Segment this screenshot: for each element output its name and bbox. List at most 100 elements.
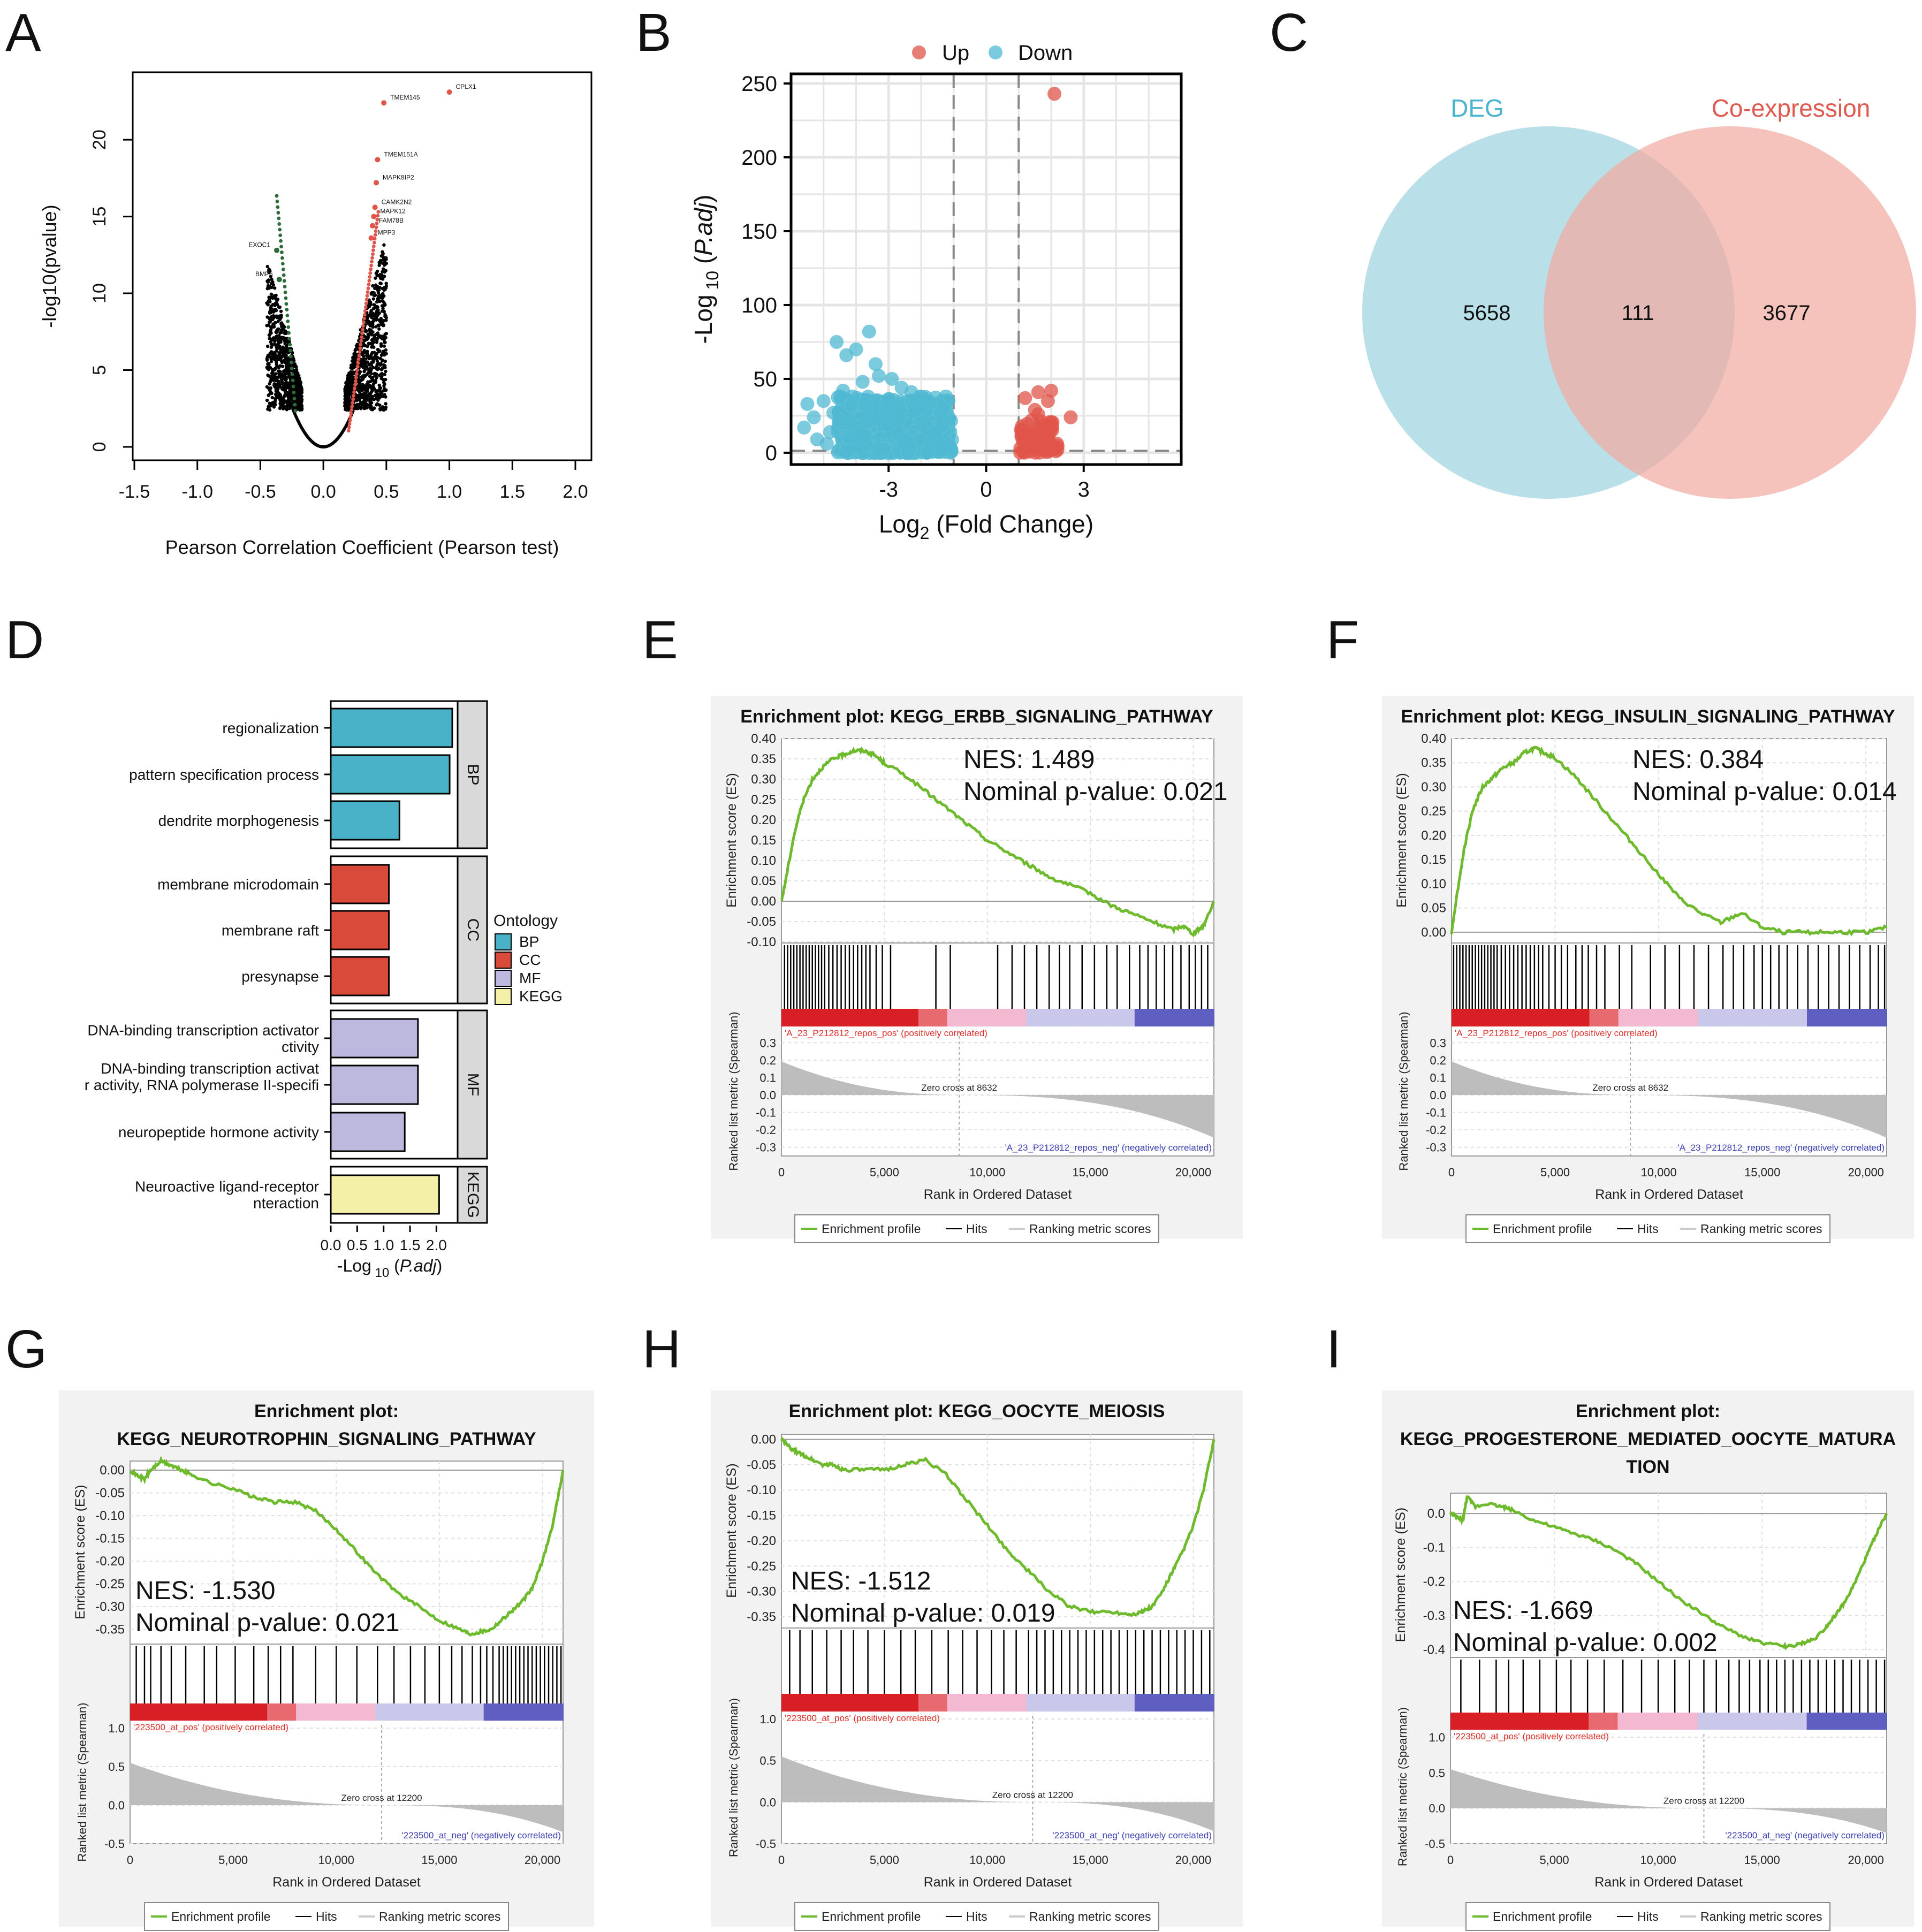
y-tick-label: 5	[89, 365, 110, 375]
x-tick-label: 20,000	[1175, 1853, 1211, 1867]
neg-corr-label: 'A_23_P212812_repos_neg' (negatively cor…	[1678, 1143, 1885, 1153]
data-point	[381, 366, 385, 370]
rank-color-segment	[1654, 1009, 1662, 1026]
data-point	[265, 264, 269, 269]
data-point	[378, 386, 383, 390]
legend-es-label: Enrichment profile	[1493, 1222, 1592, 1236]
pvalue-text: Nominal p-value: 0.014	[1632, 778, 1897, 806]
data-point	[295, 397, 299, 400]
bar	[330, 1018, 419, 1059]
x-tick-label: 0	[127, 1853, 133, 1867]
data-point	[379, 344, 383, 348]
data-point	[292, 397, 297, 401]
data-point	[270, 315, 274, 318]
rank-color-segment	[1501, 1713, 1509, 1730]
data-point	[371, 322, 375, 326]
rank-color-segment	[462, 1703, 470, 1721]
venn-count-coexpression-only: 3677	[1763, 301, 1811, 325]
data-point	[279, 245, 283, 249]
rank-color-segment	[1177, 1694, 1186, 1712]
data-point	[368, 275, 372, 279]
data-point	[382, 294, 386, 298]
data-point	[275, 349, 279, 353]
data-point	[279, 309, 283, 313]
rank-color-segment	[1843, 1713, 1851, 1730]
rank-color-segment	[1596, 1713, 1604, 1730]
rank-color-segment	[788, 1694, 796, 1712]
ranked-y-tick-label: -0.2	[1426, 1123, 1446, 1137]
data-point	[351, 401, 355, 405]
data-point	[927, 427, 941, 441]
data-point	[287, 331, 291, 335]
ranked-y-tick-label: 1.0	[759, 1713, 776, 1726]
data-point	[281, 347, 285, 352]
data-point	[384, 262, 388, 266]
data-point	[356, 361, 360, 365]
rank-color-segment	[1741, 1713, 1749, 1730]
data-point	[361, 388, 365, 392]
data-point	[374, 286, 377, 290]
rank-color-segment	[173, 1703, 181, 1721]
point-label: EXOC1	[248, 241, 270, 249]
data-point	[269, 360, 274, 363]
x-tick-label: 5,000	[870, 1853, 899, 1867]
rank-color-segment	[875, 1694, 883, 1712]
rank-color-segment	[983, 1694, 991, 1712]
data-point	[278, 344, 282, 348]
data-point	[292, 390, 296, 394]
rank-color-segment	[1632, 1009, 1641, 1026]
ranked-y-axis-label: Ranked list metric (Spearman)	[727, 1011, 740, 1170]
data-point	[346, 374, 350, 377]
legend-label: BP	[519, 933, 539, 950]
rank-color-segment	[1799, 1713, 1807, 1730]
rank-color-segment	[1055, 1694, 1063, 1712]
data-point	[842, 416, 857, 430]
data-point	[859, 413, 873, 428]
data-point	[370, 351, 374, 355]
data-point	[374, 180, 379, 186]
data-point	[343, 394, 347, 398]
rank-color-segment	[1516, 1713, 1524, 1730]
data-point	[382, 288, 386, 292]
rank-color-segment	[483, 1703, 492, 1721]
rank-color-segment	[1683, 1009, 1692, 1026]
rank-color-segment	[1763, 1009, 1772, 1026]
y-tick-label: 0.20	[751, 813, 776, 827]
data-point	[347, 399, 351, 403]
rank-color-segment	[534, 1703, 542, 1721]
rank-color-segment	[1712, 1009, 1721, 1026]
legend-hits-label: Hits	[966, 1910, 987, 1923]
x-tick-label: 15,000	[421, 1853, 457, 1867]
data-point	[360, 385, 364, 389]
data-point	[289, 354, 293, 359]
data-point	[367, 283, 371, 286]
data-point	[384, 369, 388, 374]
data-point	[907, 404, 922, 419]
data-point	[371, 297, 376, 301]
y-tick-label: -0.20	[95, 1554, 125, 1569]
rank-color-segment	[1523, 1713, 1531, 1730]
rank-color-segment	[469, 1703, 477, 1721]
data-point	[369, 407, 373, 411]
legend-rank-label: Ranking metric scores	[1700, 1910, 1822, 1923]
data-point	[372, 318, 376, 322]
bar-label: regionalization	[222, 720, 319, 736]
y-tick-label: 200	[741, 146, 777, 170]
data-point	[293, 402, 297, 407]
y-tick-label: 0.0	[1427, 1507, 1445, 1521]
data-point	[270, 375, 274, 379]
data-point	[362, 320, 366, 324]
data-point	[368, 400, 372, 404]
data-point	[352, 393, 356, 398]
rank-color-segment	[1480, 1009, 1488, 1026]
data-point	[375, 352, 378, 355]
es-curve	[129, 1455, 565, 1637]
rank-color-segment	[1084, 1694, 1092, 1712]
data-point	[355, 368, 359, 372]
data-point	[285, 344, 288, 348]
rank-color-segment	[498, 1703, 506, 1721]
rank-color-segment	[1458, 1009, 1467, 1026]
rank-color-segment	[890, 1009, 898, 1026]
rank-color-segment	[1610, 1713, 1619, 1730]
legend-box	[1465, 1214, 1830, 1243]
